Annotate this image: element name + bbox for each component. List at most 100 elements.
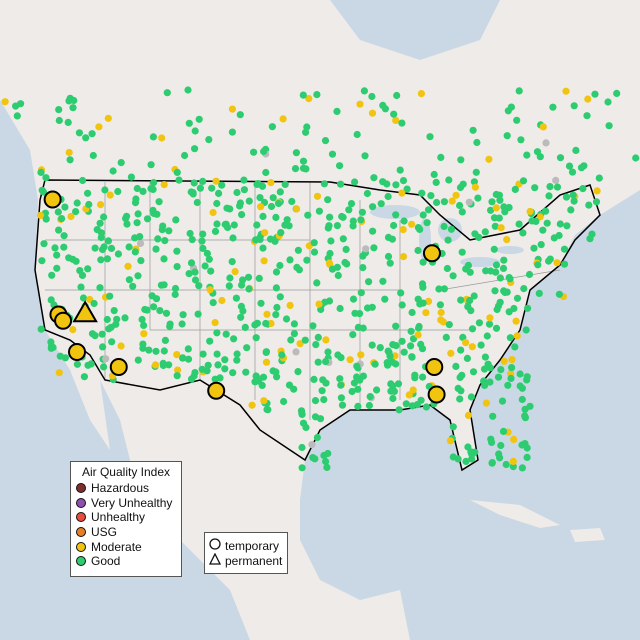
monitor-dot[interactable] — [440, 198, 448, 206]
monitor-dot[interactable] — [311, 455, 319, 463]
monitor-dot[interactable] — [539, 123, 547, 131]
monitor-dot[interactable] — [173, 168, 181, 176]
monitor-dot[interactable] — [462, 339, 470, 347]
monitor-dot[interactable] — [366, 393, 374, 401]
monitor-dot[interactable] — [276, 293, 284, 301]
temporary-monitor-marker[interactable] — [54, 311, 73, 330]
monitor-dot[interactable] — [339, 235, 347, 243]
monitor-dot[interactable] — [457, 296, 465, 304]
monitor-dot[interactable] — [275, 199, 283, 208]
monitor-dot[interactable] — [536, 213, 544, 221]
monitor-dot[interactable] — [269, 367, 277, 375]
monitor-dot[interactable] — [454, 455, 462, 463]
monitor-dot[interactable] — [398, 337, 406, 345]
monitor-dot[interactable] — [259, 244, 267, 252]
monitor-dot[interactable] — [276, 261, 284, 270]
monitor-dot[interactable] — [184, 355, 193, 363]
monitor-dot[interactable] — [328, 150, 337, 158]
monitor-dot[interactable] — [100, 213, 108, 221]
monitor-dot[interactable] — [73, 199, 81, 207]
monitor-dot[interactable] — [343, 260, 351, 268]
monitor-dot[interactable] — [392, 322, 400, 330]
monitor-dot[interactable] — [173, 263, 181, 271]
monitor-dot[interactable] — [334, 271, 342, 280]
monitor-dot[interactable] — [221, 356, 229, 364]
monitor-dot[interactable] — [282, 315, 291, 323]
monitor-dot[interactable] — [549, 103, 557, 111]
monitor-dot[interactable] — [211, 319, 219, 327]
monitor-dot[interactable] — [304, 211, 312, 219]
monitor-dot[interactable] — [419, 299, 427, 307]
monitor-dot[interactable] — [201, 262, 209, 270]
monitor-dot[interactable] — [107, 323, 115, 331]
monitor-dot[interactable] — [190, 179, 198, 187]
monitor-dot[interactable] — [480, 365, 489, 373]
monitor-dot[interactable] — [351, 178, 359, 186]
monitor-dot[interactable] — [492, 324, 501, 332]
monitor-dot[interactable] — [435, 285, 443, 293]
monitor-dot[interactable] — [513, 294, 522, 302]
monitor-dot[interactable] — [485, 155, 493, 163]
monitor-dot[interactable] — [488, 459, 496, 467]
monitor-dot[interactable] — [60, 243, 68, 251]
monitor-dot[interactable] — [338, 212, 346, 221]
monitor-dot[interactable] — [517, 136, 525, 144]
monitor-dot[interactable] — [373, 386, 381, 394]
monitor-dot[interactable] — [296, 340, 304, 348]
monitor-dot[interactable] — [199, 350, 207, 358]
monitor-dot[interactable] — [418, 280, 427, 288]
monitor-dot[interactable] — [471, 183, 479, 191]
monitor-dot[interactable] — [287, 336, 295, 344]
monitor-dot[interactable] — [132, 195, 140, 203]
monitor-dot[interactable] — [485, 320, 494, 328]
monitor-dot[interactable] — [324, 196, 332, 204]
monitor-dot[interactable] — [496, 274, 504, 282]
monitor-dot[interactable] — [500, 357, 508, 365]
monitor-dot[interactable] — [446, 437, 454, 445]
monitor-dot[interactable] — [585, 201, 593, 209]
monitor-dot[interactable] — [55, 226, 63, 234]
monitor-dot[interactable] — [241, 323, 249, 331]
monitor-dot[interactable] — [122, 214, 130, 222]
monitor-dot[interactable] — [475, 233, 483, 241]
monitor-dot[interactable] — [243, 344, 251, 352]
monitor-dot[interactable] — [411, 371, 419, 379]
monitor-dot[interactable] — [506, 334, 514, 342]
monitor-dot[interactable] — [124, 262, 132, 270]
monitor-dot[interactable] — [314, 358, 322, 366]
monitor-dot[interactable] — [389, 341, 397, 349]
monitor-dot[interactable] — [357, 216, 365, 224]
monitor-dot[interactable] — [509, 463, 517, 471]
monitor-dot[interactable] — [437, 316, 445, 324]
monitor-dot[interactable] — [240, 176, 248, 184]
monitor-dot[interactable] — [107, 244, 116, 252]
monitor-dot[interactable] — [444, 236, 452, 244]
monitor-dot[interactable] — [173, 372, 181, 380]
monitor-dot[interactable] — [398, 189, 406, 197]
monitor-dot[interactable] — [42, 215, 50, 223]
monitor-dot[interactable] — [238, 281, 246, 289]
monitor-dot[interactable] — [226, 274, 234, 282]
monitor-dot[interactable] — [408, 220, 416, 228]
monitor-dot[interactable] — [456, 201, 464, 210]
monitor-dot[interactable] — [221, 220, 229, 229]
monitor-dot[interactable] — [150, 179, 158, 187]
monitor-dot[interactable] — [211, 227, 220, 235]
monitor-dot[interactable] — [436, 301, 444, 309]
monitor-dot[interactable] — [129, 282, 137, 290]
monitor-dot[interactable] — [553, 259, 561, 267]
monitor-dot[interactable] — [38, 257, 46, 265]
monitor-dot[interactable] — [632, 154, 640, 162]
monitor-dot[interactable] — [448, 197, 456, 205]
monitor-dot[interactable] — [123, 220, 131, 228]
monitor-dot[interactable] — [72, 257, 80, 265]
monitor-dot[interactable] — [360, 87, 368, 95]
monitor-dot[interactable] — [511, 343, 519, 351]
monitor-dot[interactable] — [184, 345, 192, 353]
monitor-dot[interactable] — [336, 304, 344, 313]
monitor-dot[interactable] — [232, 294, 240, 302]
monitor-dot[interactable] — [493, 305, 501, 314]
monitor-dot[interactable] — [513, 116, 521, 124]
monitor-dot[interactable] — [299, 157, 308, 165]
monitor-dot[interactable] — [139, 344, 147, 352]
